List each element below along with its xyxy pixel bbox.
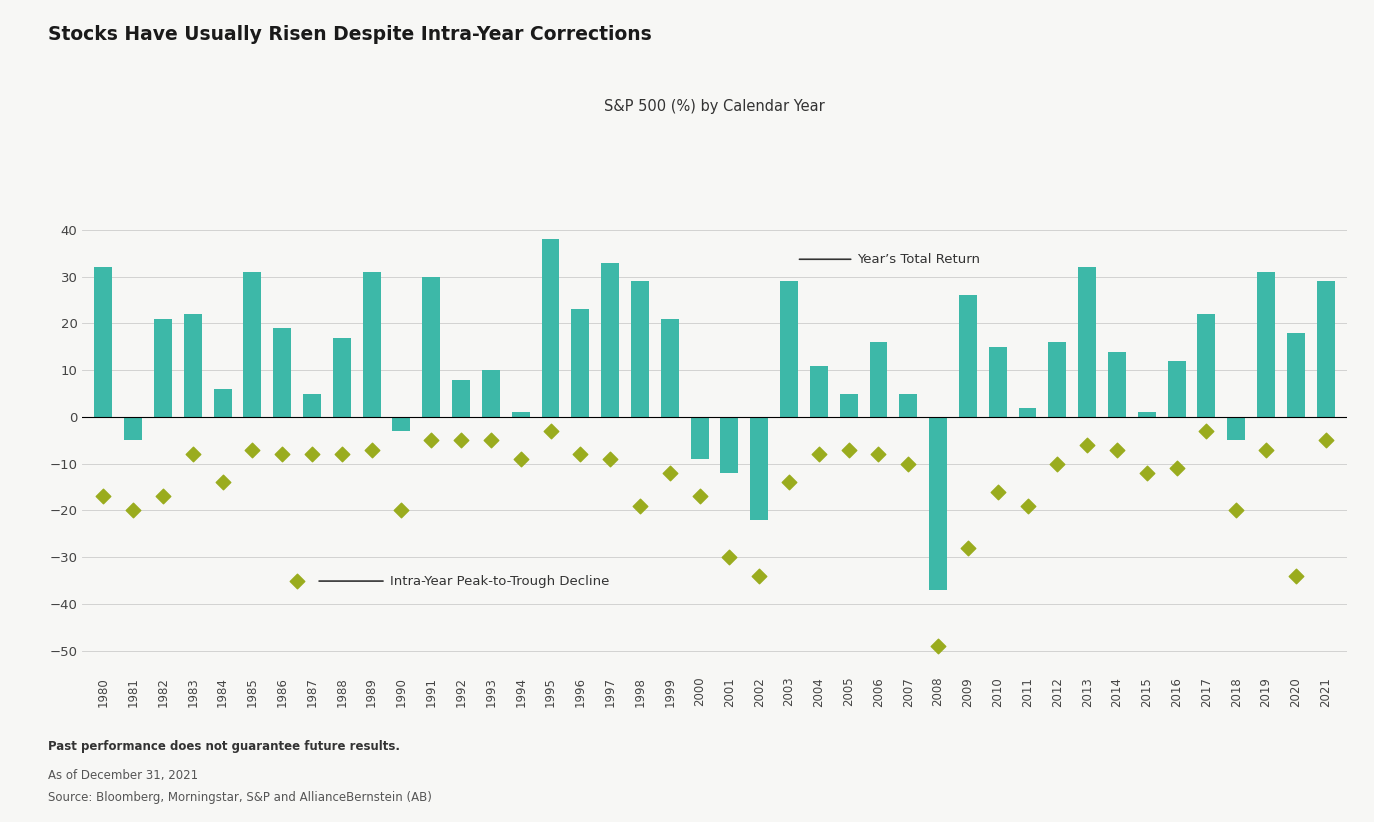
Point (808, 448, 830, 461)
Point (390, 504, 412, 517)
Text: Stocks Have Usually Risen Despite Intra-Year Corrections: Stocks Have Usually Risen Despite Intra-… (48, 25, 651, 44)
Point (719, 551, 741, 564)
Bar (1138, 413, 1156, 417)
Bar (333, 338, 350, 417)
Point (599, 452, 621, 465)
Point (1165, 462, 1187, 475)
Bar (363, 272, 381, 417)
Point (360, 443, 382, 456)
Bar (213, 389, 231, 417)
Point (1315, 434, 1337, 447)
Point (1226, 504, 1248, 517)
Point (98, 409, 120, 423)
Bar (809, 366, 827, 417)
Point (1195, 424, 1217, 437)
Bar (989, 347, 1007, 417)
Bar (273, 328, 291, 417)
Bar (184, 314, 202, 417)
Point (301, 448, 323, 461)
Bar (602, 263, 620, 417)
Bar (1227, 417, 1245, 441)
Bar (1168, 361, 1186, 417)
Bar (422, 277, 440, 417)
Text: As of December 31, 2021: As of December 31, 2021 (48, 769, 198, 782)
Bar (572, 309, 589, 417)
Bar (750, 417, 768, 520)
Bar (304, 394, 322, 417)
Point (778, 476, 800, 489)
Point (153, 490, 174, 503)
Point (867, 448, 889, 461)
Point (1047, 457, 1069, 470)
Bar (661, 319, 679, 417)
Point (956, 541, 978, 554)
Bar (1079, 267, 1096, 417)
Bar (900, 394, 918, 417)
Bar (393, 417, 411, 431)
Text: Source: Bloomberg, Morningstar, S&P and AllianceBernstein (AB): Source: Bloomberg, Morningstar, S&P and … (48, 791, 431, 804)
Point (688, 490, 710, 503)
Bar (720, 417, 738, 473)
Point (420, 434, 442, 447)
Bar (124, 417, 142, 441)
Point (122, 504, 144, 517)
Point (1017, 499, 1039, 512)
Bar (1287, 333, 1305, 417)
Bar (243, 272, 261, 417)
Bar (1316, 281, 1334, 417)
Bar (691, 417, 709, 459)
Point (927, 640, 949, 653)
Bar (95, 267, 113, 417)
Bar (631, 281, 649, 417)
Bar (1198, 314, 1216, 417)
Point (1076, 438, 1098, 451)
Bar (1018, 408, 1036, 417)
Point (838, 443, 860, 456)
Point (242, 443, 264, 456)
Bar (959, 295, 977, 417)
Bar (840, 394, 857, 417)
Point (331, 448, 353, 461)
Point (629, 499, 651, 512)
Text: Past performance does not guarantee future results.: Past performance does not guarantee futu… (48, 740, 400, 753)
Bar (1107, 352, 1125, 417)
Point (451, 434, 473, 447)
Bar (1257, 272, 1275, 417)
Point (749, 570, 771, 583)
Point (181, 448, 203, 461)
Point (480, 434, 502, 447)
Point (540, 424, 562, 437)
Bar (929, 417, 947, 590)
Point (987, 485, 1009, 498)
Point (1285, 570, 1307, 583)
Point (271, 448, 293, 461)
Bar (154, 319, 172, 417)
Text: Year’s Total Return: Year’s Total Return (857, 252, 980, 266)
Bar (541, 239, 559, 417)
Text: Intra-Year Peak-to-Trough Decline: Intra-Year Peak-to-Trough Decline (390, 575, 609, 588)
Point (897, 457, 919, 470)
Bar (780, 281, 798, 417)
Point (1106, 443, 1128, 456)
Point (92, 490, 114, 503)
Point (658, 466, 680, 479)
Point (1136, 466, 1158, 479)
Bar (452, 380, 470, 417)
Point (569, 448, 591, 461)
Point (1254, 443, 1276, 456)
Bar (1048, 342, 1066, 417)
Bar (870, 342, 888, 417)
Bar (482, 370, 500, 417)
Text: S&P 500 (%) by Calendar Year: S&P 500 (%) by Calendar Year (605, 99, 824, 113)
Bar (511, 413, 529, 417)
Point (510, 452, 532, 465)
Point (212, 476, 234, 489)
